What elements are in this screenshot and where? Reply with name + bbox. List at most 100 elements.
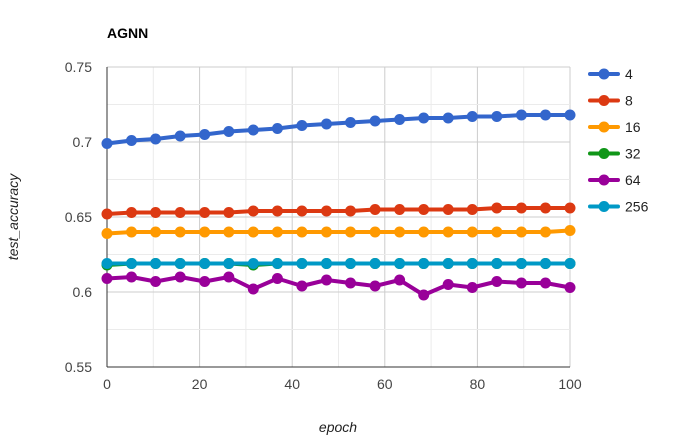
legend-item: 4 [588, 66, 633, 82]
legend-label: 32 [625, 146, 641, 162]
data-point [394, 114, 406, 125]
legend-item: 16 [588, 119, 641, 135]
axes: 0 20 40 60 80 100 0.55 0.6 0.65 0.7 0.75 [65, 59, 582, 392]
data-point [199, 258, 211, 269]
data-point [174, 258, 186, 269]
legend-item: 32 [588, 146, 641, 162]
data-point [247, 226, 259, 238]
data-point [564, 225, 576, 236]
y-tick-label: 0.55 [65, 359, 92, 375]
x-tick-label: 60 [377, 376, 393, 392]
data-point [515, 258, 527, 269]
x-tick-label: 80 [470, 376, 486, 392]
data-point [491, 258, 503, 269]
data-point [515, 109, 527, 121]
data-point [247, 205, 259, 217]
data-point [126, 135, 137, 146]
data-point [271, 226, 283, 238]
data-point [321, 274, 332, 286]
data-point [394, 226, 406, 238]
data-point [296, 120, 308, 131]
data-point [491, 202, 503, 214]
data-point [321, 226, 332, 238]
data-point [101, 208, 113, 220]
data-point [126, 207, 137, 218]
data-point [345, 205, 356, 217]
data-point [321, 258, 332, 269]
data-point [394, 258, 406, 269]
data-point [345, 117, 356, 128]
data-point [442, 226, 454, 238]
data-point [491, 276, 503, 287]
data-point [564, 258, 576, 269]
legend-label: 64 [625, 172, 641, 188]
data-point [126, 271, 137, 283]
data-point [101, 258, 113, 269]
gridlines [107, 66, 571, 368]
legend-item: 8 [588, 93, 633, 109]
data-point [247, 283, 259, 295]
data-point [271, 123, 283, 134]
data-point [321, 205, 332, 217]
legend-swatch-marker [598, 174, 610, 186]
data-point [442, 204, 454, 215]
data-point [369, 258, 381, 269]
data-point [515, 226, 527, 238]
legend-item: 256 [588, 199, 649, 215]
data-point [223, 207, 235, 218]
data-point [491, 111, 503, 122]
chart-title: AGNN [107, 25, 148, 41]
x-tick-label: 40 [284, 376, 300, 392]
data-point [126, 226, 137, 238]
data-point [296, 280, 308, 292]
data-point [247, 258, 259, 269]
legend: 4 8 16 32 64 256 [588, 66, 649, 215]
data-point [418, 204, 430, 215]
data-point [271, 258, 283, 269]
data-point [223, 258, 235, 269]
data-point [466, 226, 478, 238]
data-point [199, 129, 211, 140]
data-point [564, 109, 576, 121]
data-point [442, 279, 454, 290]
data-point [321, 118, 332, 130]
data-point [101, 138, 113, 149]
y-tick-label: 0.7 [73, 134, 93, 150]
series-group [101, 109, 576, 301]
data-point [271, 273, 283, 284]
data-point [369, 226, 381, 238]
data-point [540, 277, 551, 289]
data-point [271, 205, 283, 217]
y-axis-title: test_accuracy [5, 173, 21, 260]
legend-label: 256 [625, 199, 649, 215]
data-point [515, 202, 527, 214]
series-64 [101, 271, 576, 301]
data-point [199, 276, 211, 287]
series-8 [101, 202, 576, 220]
data-point [369, 280, 381, 292]
data-point [369, 204, 381, 215]
legend-label: 16 [625, 119, 641, 135]
data-point [540, 202, 551, 214]
y-tick-label: 0.6 [73, 284, 93, 300]
y-tick-label: 0.65 [65, 209, 92, 225]
legend-swatch-marker [598, 68, 610, 80]
data-point [442, 112, 454, 124]
data-point [442, 258, 454, 269]
legend-item: 64 [588, 172, 641, 188]
data-point [345, 226, 356, 238]
data-point [174, 226, 186, 238]
legend-swatch-marker [598, 201, 610, 212]
series-256 [101, 258, 576, 269]
data-point [174, 130, 186, 142]
data-point [150, 258, 162, 269]
legend-label: 8 [625, 93, 633, 109]
data-point [101, 273, 113, 284]
data-point [150, 207, 162, 218]
data-point [418, 289, 430, 301]
legend-label: 4 [625, 66, 633, 82]
y-tick-label: 0.75 [65, 59, 92, 75]
x-tick-label: 100 [558, 376, 582, 392]
data-point [394, 274, 406, 286]
